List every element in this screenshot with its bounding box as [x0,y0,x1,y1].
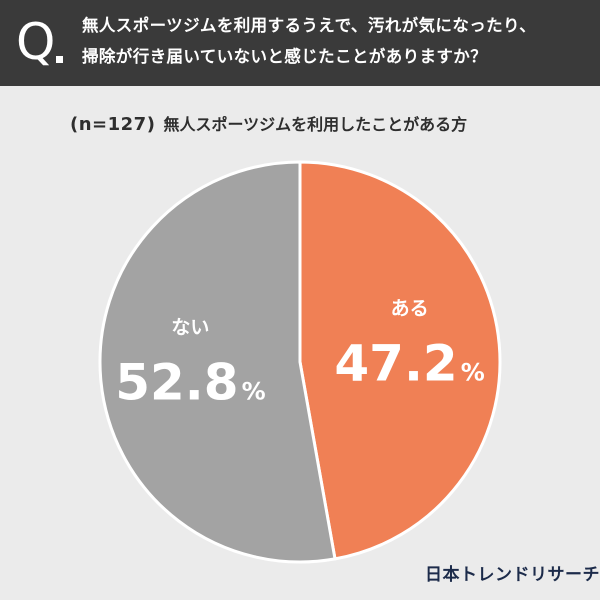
respondent-description: 無人スポーツジムを利用したことがある方 [163,115,468,134]
q-dot [56,56,63,63]
sample-size: (n=127) [70,114,156,135]
slice-value-2: 52.8% [115,354,265,412]
question-line-2: 掃除が行き届いていないと感じたことがありますか？ [82,47,488,66]
slice-value-1: 47.2% [334,334,484,392]
question-banner: Q 無人スポーツジムを利用するうえで、汚れが気になったり、 掃除が行き届いていな… [0,0,600,86]
pie-slice-1 [298,160,502,561]
question-line-1: 無人スポーツジムを利用するうえで、汚れが気になったり、 [82,16,537,35]
question-text: 無人スポーツジムを利用するうえで、汚れが気になったり、 掃除が行き届いていないと… [82,10,592,72]
slice-label-1: ある [391,297,429,319]
pie-slice-2 [98,160,337,564]
brand-logo: 日本トレンドリサーチ [425,565,600,585]
chart-subtitle: (n=127) 無人スポーツジムを利用したことがある方 [70,112,590,138]
slice-label-2: ない [171,317,209,339]
q-mark: Q [16,13,56,71]
